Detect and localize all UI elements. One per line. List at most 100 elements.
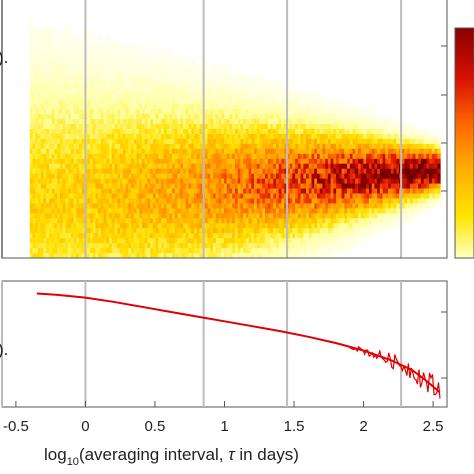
- heatmap-cell: [213, 248, 217, 254]
- heatmap-cell: [303, 178, 307, 185]
- heatmap-cell: [73, 54, 77, 61]
- heatmap-cell: [100, 208, 105, 214]
- heatmap-cell: [308, 153, 313, 160]
- heatmap-cell: [70, 148, 75, 155]
- heatmap-cell: [382, 213, 386, 219]
- heatmap-cell: [57, 213, 61, 219]
- heatmap-cell: [286, 198, 291, 205]
- heatmap-cell: [358, 168, 362, 175]
- heatmap-cell: [35, 64, 39, 71]
- heatmap-cell: [344, 218, 348, 224]
- heatmap-cell: [379, 163, 384, 170]
- heatmap-cell: [139, 138, 143, 145]
- heatmap-cell: [379, 129, 384, 135]
- heatmap-cell: [286, 193, 291, 200]
- heatmap-cell: [215, 253, 220, 258]
- heatmap-cell: [297, 99, 302, 105]
- heatmap-cell: [182, 114, 187, 120]
- heatmap-cell: [245, 208, 250, 214]
- heatmap-cell: [62, 223, 66, 229]
- heatmap-cell: [319, 129, 324, 135]
- heatmap-cell: [46, 228, 50, 234]
- heatmap-cells: [29, 14, 441, 258]
- heatmap-cell: [193, 188, 198, 195]
- heatmap-cell: [68, 49, 72, 56]
- heatmap-cell: [226, 243, 231, 249]
- heatmap-cell: [128, 114, 132, 120]
- heatmap-cell: [221, 238, 225, 244]
- heatmap-cell: [341, 183, 345, 190]
- heatmap-cell: [210, 133, 214, 140]
- heatmap-cell: [172, 183, 176, 190]
- heatmap-cell: [46, 79, 50, 85]
- heatmap-cell: [295, 188, 299, 195]
- heatmap-cell: [163, 94, 168, 100]
- heatmap-cell: [46, 188, 50, 195]
- heatmap-cell: [308, 223, 313, 229]
- heatmap-cell: [122, 84, 127, 90]
- heatmap-cell: [51, 124, 56, 130]
- heatmap-cell: [232, 248, 236, 254]
- heatmap-cell: [325, 233, 329, 239]
- heatmap-cell: [177, 109, 181, 115]
- heatmap-cell: [338, 168, 343, 175]
- heatmap-cell: [344, 248, 348, 254]
- heatmap-cell: [360, 193, 365, 200]
- heatmap-cell: [48, 198, 53, 205]
- heatmap-cell: [152, 208, 157, 214]
- heatmap-cell: [172, 138, 176, 145]
- heatmap-cell: [133, 44, 138, 51]
- heatmap-cell: [311, 203, 315, 209]
- heatmap-cell: [319, 188, 324, 195]
- heatmap-cell: [341, 99, 345, 105]
- heatmap-cell: [262, 238, 266, 244]
- heatmap-cell: [40, 233, 45, 239]
- heatmap-cell: [114, 119, 118, 125]
- heatmap-cell: [382, 119, 386, 125]
- heatmap-cell: [70, 129, 75, 135]
- heatmap-cell: [43, 163, 47, 170]
- heatmap-cell: [46, 104, 50, 110]
- heatmap-cell: [344, 178, 348, 185]
- heatmap-cell: [131, 79, 135, 85]
- heatmap-cell: [265, 133, 269, 140]
- heatmap-cell: [182, 228, 187, 234]
- heatmap-cell: [223, 119, 228, 125]
- heatmap-cell: [131, 54, 135, 61]
- heatmap-cell: [158, 163, 162, 170]
- heatmap-cell: [259, 109, 263, 115]
- heatmap-cell: [131, 228, 135, 234]
- heatmap-cell: [355, 129, 359, 135]
- heatmap-cell: [292, 213, 296, 219]
- heatmap-cell: [295, 238, 299, 244]
- heatmap-cell: [29, 119, 34, 125]
- heatmap-cell: [133, 163, 138, 170]
- heatmap-cell: [114, 158, 118, 165]
- heatmap-cell: [237, 188, 241, 195]
- heatmap-cell: [122, 94, 127, 100]
- heatmap-cell: [98, 213, 102, 219]
- heatmap-cell: [182, 233, 187, 239]
- heatmap-cell: [29, 59, 34, 66]
- heatmap-cell: [150, 253, 154, 258]
- heatmap-cell: [330, 233, 334, 239]
- heatmap-cell: [174, 99, 179, 105]
- heatmap-cell: [273, 188, 277, 195]
- heatmap-cell: [32, 34, 36, 41]
- heatmap-cell: [185, 104, 190, 110]
- heatmap-cell: [182, 79, 187, 85]
- heatmap-cell: [341, 163, 345, 170]
- heatmap-cell: [262, 163, 266, 170]
- heatmap-cell: [207, 213, 211, 219]
- heatmap-cell: [265, 213, 269, 219]
- heatmap-cell: [57, 119, 61, 125]
- heatmap-cell: [344, 198, 348, 205]
- heatmap-cell: [196, 178, 200, 185]
- heatmap-cell: [65, 163, 69, 170]
- heatmap-cell: [254, 253, 258, 258]
- heatmap-cell: [103, 59, 107, 66]
- heatmap-cell: [114, 183, 118, 190]
- heatmap-cell: [122, 49, 127, 56]
- heatmap-cell: [79, 188, 83, 195]
- heatmap-cell: [382, 114, 386, 120]
